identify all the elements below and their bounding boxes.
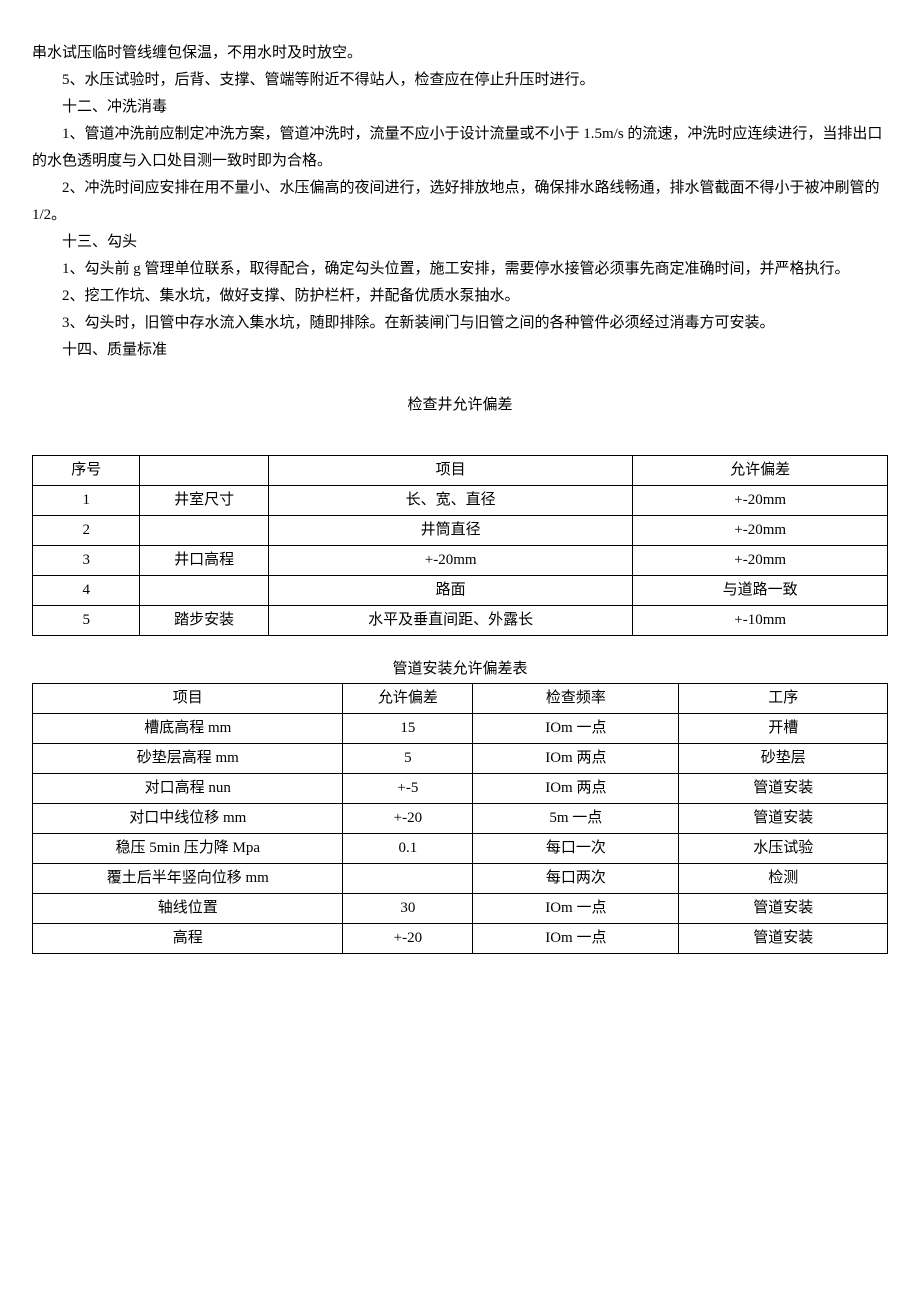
table1-header-row: 序号 项目 允许偏差 <box>33 456 888 486</box>
table-cell: IOm 两点 <box>473 774 679 804</box>
table-cell: 2 <box>33 516 140 546</box>
table-cell: 高程 <box>33 924 343 954</box>
table-cell: 5m 一点 <box>473 804 679 834</box>
paragraph: 1、管道冲洗前应制定冲洗方案，管道冲洗时，流量不应小于设计流量或不小于 1.5m… <box>32 121 888 175</box>
table-cell: 井口高程 <box>140 546 268 576</box>
table-cell: 与道路一致 <box>633 576 888 606</box>
table-cell: 路面 <box>268 576 632 606</box>
table-cell: 管道安装 <box>679 774 888 804</box>
table2-header-cell: 允许偏差 <box>343 684 473 714</box>
table-cell: 5 <box>33 606 140 636</box>
table-row: 槽底高程 mm15IOm 一点开槽 <box>33 714 888 744</box>
table1-header-cell: 序号 <box>33 456 140 486</box>
table-cell: 井室尺寸 <box>140 486 268 516</box>
table-cell: 3 <box>33 546 140 576</box>
table-cell: +-20mm <box>633 546 888 576</box>
table-cell: 检测 <box>679 864 888 894</box>
table-row: 5踏步安装水平及垂直间距、外露长+-10mm <box>33 606 888 636</box>
table-cell: 每口一次 <box>473 834 679 864</box>
table-cell: +-20 <box>343 804 473 834</box>
table-cell: 对口高程 nun <box>33 774 343 804</box>
table-cell: 稳压 5min 压力降 Mpa <box>33 834 343 864</box>
table-cell <box>343 864 473 894</box>
table-cell: 对口中线位移 mm <box>33 804 343 834</box>
paragraph: 5、水压试验时，后背、支撑、管端等附近不得站人，检查应在停止升压时进行。 <box>32 67 888 94</box>
table2-title: 管道安装允许偏差表 <box>32 656 888 683</box>
table-cell: 砂垫层 <box>679 744 888 774</box>
table-cell: 管道安装 <box>679 804 888 834</box>
table-row: 砂垫层高程 mm5IOm 两点砂垫层 <box>33 744 888 774</box>
table-row: 2 井筒直径+-20mm <box>33 516 888 546</box>
table1-header-cell: 允许偏差 <box>633 456 888 486</box>
table-cell: IOm 一点 <box>473 714 679 744</box>
table-cell: 15 <box>343 714 473 744</box>
paragraph: 十三、勾头 <box>32 229 888 256</box>
table-cell: 井筒直径 <box>268 516 632 546</box>
table-cell: 30 <box>343 894 473 924</box>
table-row: 稳压 5min 压力降 Mpa0.1每口一次水压试验 <box>33 834 888 864</box>
table-row: 1井室尺寸长、宽、直径+-20mm <box>33 486 888 516</box>
paragraph: 2、冲洗时间应安排在用不量小、水压偏高的夜间进行，选好排放地点，确保排水路线畅通… <box>32 175 888 229</box>
paragraph: 1、勾头前 g 管理单位联系，取得配合，确定勾头位置，施工安排，需要停水接管必须… <box>32 256 888 283</box>
table-cell: 0.1 <box>343 834 473 864</box>
table-cell: 水压试验 <box>679 834 888 864</box>
paragraph: 十二、冲洗消毒 <box>32 94 888 121</box>
table1-inspection-well-tolerance: 序号 项目 允许偏差 1井室尺寸长、宽、直径+-20mm2井筒直径+-20mm3… <box>32 455 888 636</box>
table-cell: 轴线位置 <box>33 894 343 924</box>
table-cell: 覆土后半年竖向位移 mm <box>33 864 343 894</box>
table-cell: 4 <box>33 576 140 606</box>
table-cell: +-20mm <box>633 486 888 516</box>
table-cell: 水平及垂直间距、外露长 <box>268 606 632 636</box>
paragraph: 3、勾头时，旧管中存水流入集水坑，随即排除。在新装闸门与旧管之间的各种管件必须经… <box>32 310 888 337</box>
table2-header-cell: 项目 <box>33 684 343 714</box>
table2-header-row: 项目 允许偏差 检查频率 工序 <box>33 684 888 714</box>
body-text: 串水试压临时管线缠包保温，不用水时及时放空。5、水压试验时，后背、支撑、管端等附… <box>32 40 888 364</box>
table-cell: 每口两次 <box>473 864 679 894</box>
paragraph: 十四、质量标准 <box>32 337 888 364</box>
table-cell: IOm 两点 <box>473 744 679 774</box>
table-cell: +-20 <box>343 924 473 954</box>
table1-header-cell <box>140 456 268 486</box>
table2-header-cell: 检查频率 <box>473 684 679 714</box>
table-cell: IOm 一点 <box>473 894 679 924</box>
table1-header-cell: 项目 <box>268 456 632 486</box>
table-cell: +-20mm <box>633 516 888 546</box>
paragraph: 2、挖工作坑、集水坑，做好支撑、防护栏杆，并配备优质水泵抽水。 <box>32 283 888 310</box>
table-cell: 踏步安装 <box>140 606 268 636</box>
table-cell <box>140 516 268 546</box>
table-cell <box>140 576 268 606</box>
table-cell: 管道安装 <box>679 924 888 954</box>
table-cell: 开槽 <box>679 714 888 744</box>
table-row: 轴线位置30IOm 一点管道安装 <box>33 894 888 924</box>
table-cell: IOm 一点 <box>473 924 679 954</box>
table-cell: +-20mm <box>268 546 632 576</box>
table2-pipe-install-tolerance: 项目 允许偏差 检查频率 工序 槽底高程 mm15IOm 一点开槽砂垫层高程 m… <box>32 683 888 954</box>
table-row: 对口高程 nun+-5IOm 两点管道安装 <box>33 774 888 804</box>
table-cell: +-5 <box>343 774 473 804</box>
table-row: 高程+-20IOm 一点管道安装 <box>33 924 888 954</box>
table-cell: 1 <box>33 486 140 516</box>
table-row: 3井口高程+-20mm+-20mm <box>33 546 888 576</box>
table-cell: 槽底高程 mm <box>33 714 343 744</box>
table1-title: 检查井允许偏差 <box>32 392 888 419</box>
table-row: 覆土后半年竖向位移 mm 每口两次检测 <box>33 864 888 894</box>
paragraph: 串水试压临时管线缠包保温，不用水时及时放空。 <box>32 40 888 67</box>
table-cell: 管道安装 <box>679 894 888 924</box>
table-row: 对口中线位移 mm+-205m 一点管道安装 <box>33 804 888 834</box>
table-row: 4 路面与道路一致 <box>33 576 888 606</box>
table-cell: 砂垫层高程 mm <box>33 744 343 774</box>
table-cell: +-10mm <box>633 606 888 636</box>
table2-header-cell: 工序 <box>679 684 888 714</box>
table-cell: 5 <box>343 744 473 774</box>
table-cell: 长、宽、直径 <box>268 486 632 516</box>
